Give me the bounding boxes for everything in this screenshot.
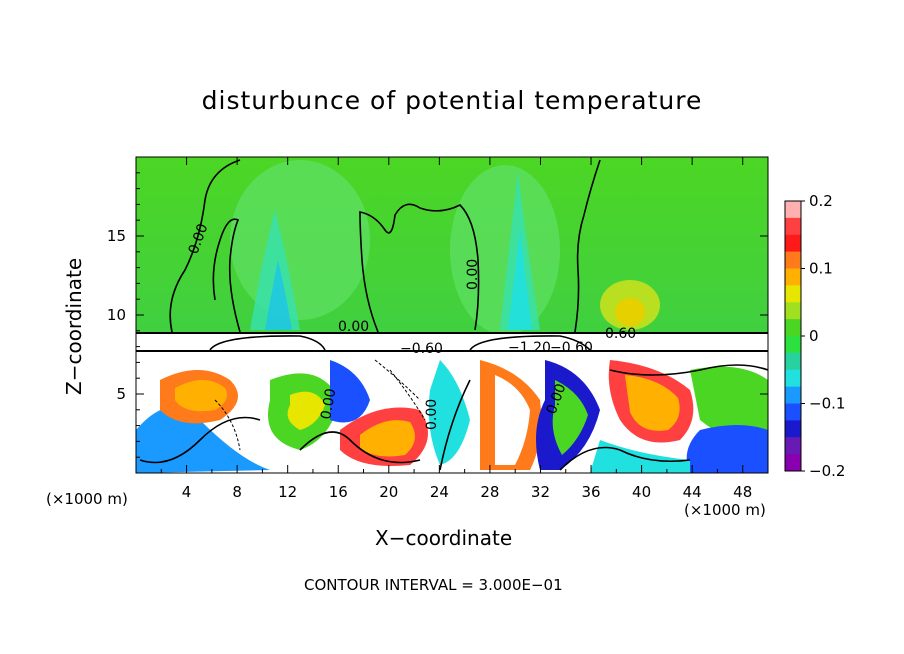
lower-blob xyxy=(690,366,768,441)
inversion-band xyxy=(136,332,768,352)
lower-blob xyxy=(428,360,470,465)
colorbar-swatch xyxy=(785,403,801,421)
colorbar-tick-label: −0.1 xyxy=(809,395,845,413)
colorbar-tick-label: 0 xyxy=(809,327,819,345)
contour-label: 0.00 xyxy=(338,319,369,335)
colorbar-swatch xyxy=(785,369,801,388)
x-tick-label: 16 xyxy=(329,483,348,501)
contour-label: 0.00 xyxy=(424,399,440,430)
field-layer xyxy=(136,157,768,473)
colorbar-swatch xyxy=(785,386,801,404)
dashed-contours xyxy=(214,359,426,451)
x-tick-label: 32 xyxy=(531,483,550,501)
colorbar-swatch xyxy=(785,352,801,371)
colorbar-swatch xyxy=(785,201,801,219)
colorbar-swatch xyxy=(785,454,801,472)
colorbar-tick-label: 0.1 xyxy=(809,260,833,278)
x-tick-label: 28 xyxy=(480,483,499,501)
contour-label: −0.60 xyxy=(550,340,593,356)
colorbar-swatch xyxy=(785,268,801,286)
colorbar-tick-label: 0.2 xyxy=(809,192,833,210)
contour-lines xyxy=(139,159,768,471)
colorbar-swatch xyxy=(785,285,801,303)
colorbar-swatch xyxy=(785,251,801,269)
colorbar-swatch xyxy=(785,302,801,320)
x-unit-note-left: (×1000 m) xyxy=(46,490,128,508)
lower-blob xyxy=(360,420,415,457)
colorbar-swatch xyxy=(785,234,801,253)
contour-interval-note: CONTOUR INTERVAL = 3.000E−01 xyxy=(304,576,563,594)
x-tick-label: 44 xyxy=(683,483,702,501)
y-tick-label: 10 xyxy=(107,306,126,324)
y-tick-label: 15 xyxy=(107,227,126,245)
plume xyxy=(250,210,300,330)
x-tick-label: 4 xyxy=(182,483,192,501)
contour-label-layer: 0.000.000.000.00−0.60 −1.20 −0.600.600.000… xyxy=(186,222,636,430)
colorbar-swatch xyxy=(785,217,801,236)
x-unit-note-right: (×1000 m) xyxy=(684,501,766,519)
contour-label: 0.60 xyxy=(605,326,636,342)
lower-blob xyxy=(686,425,768,473)
colorbar-swatch xyxy=(785,437,801,455)
x-tick-label: 24 xyxy=(430,483,449,501)
x-tick-label: 20 xyxy=(379,483,398,501)
x-tick-label: 8 xyxy=(232,483,242,501)
colorbar: 0.2 0.1 0 −0.1 −0.2 xyxy=(784,192,845,480)
x-tick-label: 12 xyxy=(278,483,297,501)
lower-blob xyxy=(330,360,370,423)
contour-label: −1.20 xyxy=(508,340,551,356)
plume xyxy=(265,260,292,330)
x-axis-label: X−coordinate xyxy=(375,526,513,550)
lower-blob xyxy=(495,375,530,465)
plume xyxy=(508,230,532,330)
field-patch xyxy=(230,160,370,320)
colorbar-swatch xyxy=(785,336,801,354)
contour-label: −0.60 xyxy=(400,341,443,357)
x-tick-label: 40 xyxy=(632,483,651,501)
x-tick-label: 48 xyxy=(733,483,752,501)
lower-blob xyxy=(287,391,325,430)
lower-blob xyxy=(625,375,680,431)
contour-label: 0.00 xyxy=(465,259,481,290)
lower-blob xyxy=(175,380,228,412)
warm-patch xyxy=(615,298,645,326)
colorbar-swatch xyxy=(785,319,801,337)
chart-title: disturbunce of potential temperature xyxy=(201,86,703,115)
lower-blob xyxy=(136,407,270,473)
x-tick-label: 36 xyxy=(581,483,600,501)
lower-blob xyxy=(552,380,588,455)
colorbar-swatch xyxy=(785,420,801,438)
y-tick-label: 5 xyxy=(116,385,126,403)
colorbar-tick-label: −0.2 xyxy=(809,462,845,480)
contour-label: 0.00 xyxy=(318,387,339,420)
